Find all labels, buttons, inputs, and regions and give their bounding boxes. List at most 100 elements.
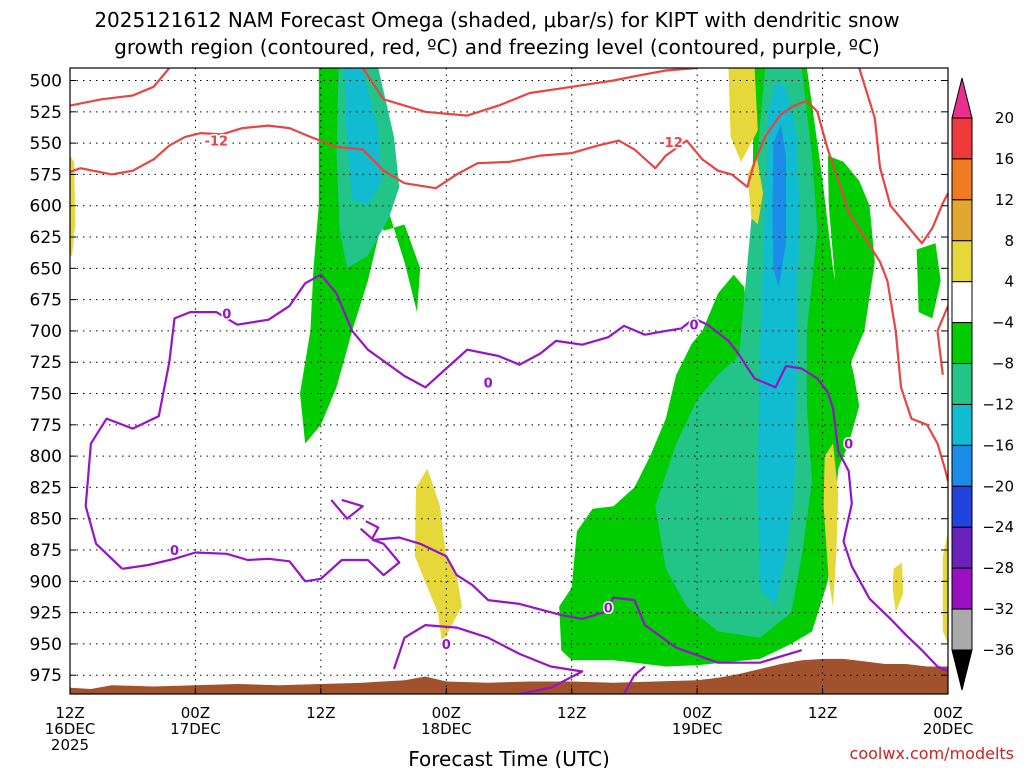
omega-region-4-13 [823, 443, 839, 607]
isotherm-minus12-line-3 [858, 68, 948, 245]
isotherm-minus12-line-1 [70, 99, 948, 482]
colorbar-label-1: 16 [995, 150, 1014, 168]
colorbar-top-triangle [951, 77, 973, 119]
x-tick-label-12-0: 00Z [181, 704, 210, 722]
colorbar-bottom-triangle [951, 649, 973, 691]
omega-region-m12-7 [757, 80, 800, 607]
chart-title-line1: 2025121612 NAM Forecast Omega (shaded, μ… [94, 8, 899, 32]
terrain [70, 658, 948, 694]
colorbar-band-5 [951, 322, 973, 365]
y-tick-label-900: 900 [30, 572, 62, 592]
x-tick-label-48-0: 12Z [557, 704, 586, 722]
x-axis-label: Forecast Time (UTC) [408, 747, 610, 768]
colorbar-label-6: −8 [992, 355, 1014, 373]
x-tick-label-36-1: 18DEC [421, 720, 472, 738]
colorbar-label-9: −20 [982, 477, 1014, 495]
colorbar-label-5: −4 [992, 314, 1014, 332]
plot-frame [69, 67, 949, 695]
colorbar-label-13: −36 [982, 641, 1014, 659]
colorbar-label-4: 4 [1004, 273, 1014, 291]
isotherm-zero-line-5 [623, 665, 646, 694]
colorbar-label-10: −24 [982, 518, 1014, 536]
omega-region-4-12 [414, 468, 462, 644]
y-tick-label-875: 875 [30, 541, 62, 561]
y-tick-label-675: 675 [30, 291, 62, 311]
omega-region-m12-6 [343, 68, 382, 206]
colorbar-band-6 [951, 363, 973, 405]
isotherm-zero-label-3: 0 [442, 638, 451, 653]
colorbar-band-11 [951, 567, 973, 610]
x-tick-label-0-1: 16DEC [45, 720, 96, 738]
isotherm-minus12-line-0 [70, 68, 171, 107]
colorbar-band-0 [951, 117, 973, 160]
x-tick-label-84-1: 20DEC [923, 720, 974, 738]
colorbar-label-0: 20 [995, 109, 1014, 127]
y-tick-label-550: 550 [30, 134, 62, 154]
colorbar-band-3 [951, 240, 973, 283]
y-tick-label-775: 775 [30, 416, 62, 436]
isotherm-minus12-label-0: -12 [205, 135, 229, 150]
isotherm-zero-line-3 [359, 520, 380, 540]
x-tick-label-0-0: 12Z [55, 704, 84, 722]
isotherm-zero-label-5: 0 [689, 319, 698, 334]
omega-region-4-15 [942, 531, 948, 644]
colorbar-band-10 [951, 526, 973, 569]
y-tick-label-800: 800 [30, 447, 62, 467]
omega-region-m4-3 [916, 243, 941, 319]
plot-area: -12 -12 0 0 0 0 0 0 0 [70, 68, 948, 694]
colorbar-label-12: −32 [982, 600, 1014, 618]
x-tick-label-24-0: 12Z [306, 704, 335, 722]
y-tick-label-950: 950 [30, 635, 62, 655]
colorbar-band-12 [951, 608, 973, 651]
y-tick-label-700: 700 [30, 322, 62, 342]
isotherm-zero-label-1: 0 [484, 376, 493, 391]
y-tick-label-650: 650 [30, 259, 62, 279]
y-tick-label-500: 500 [30, 72, 62, 92]
x-tick-label-0-2: 2025 [51, 736, 89, 754]
colorbar-label-3: 8 [1004, 232, 1014, 250]
colorbar-label-7: −12 [982, 395, 1014, 413]
y-tick-label-850: 850 [30, 510, 62, 530]
y-tick-label-575: 575 [30, 165, 62, 185]
isotherm-zero-label-6: 0 [844, 438, 853, 453]
colorbar-band-4 [951, 281, 973, 324]
isotherm-minus12-label-1: -12 [659, 136, 683, 151]
x-tick-label-84-0: 00Z [933, 704, 962, 722]
isotherm-zero-line-0 [84, 273, 948, 673]
x-tick-label-12-1: 17DEC [170, 720, 221, 738]
omega-region-m4-2 [827, 155, 875, 375]
colorbar: 20 16 12 8 4 −4 −8 −12 −16 −20 −24 −28 −32 −36 [951, 77, 1014, 691]
y-tick-label-525: 525 [30, 103, 62, 123]
x-tick-label-60-0: 00Z [682, 704, 711, 722]
credit-text: coolwx.com/modelts [850, 744, 1014, 763]
colorbar-label-8: −16 [982, 436, 1014, 454]
colorbar-band-8 [951, 444, 973, 487]
colorbar-band-7 [951, 403, 973, 446]
omega-region-4-9 [728, 68, 758, 162]
isotherm-zero-line-4 [392, 623, 584, 694]
colorbar-band-2 [951, 199, 973, 242]
isotherm-minus12-line-2 [361, 68, 698, 117]
colorbar-label-2: 12 [995, 191, 1014, 209]
isotherm-minus12-line-4 [936, 305, 948, 375]
isotherm-zero-label-4: 0 [604, 602, 613, 617]
x-tick-label-36-0: 00Z [432, 704, 461, 722]
x-tick-label-60-1: 19DEC [672, 720, 723, 738]
y-tick-label-750: 750 [30, 385, 62, 405]
y-tick-label-825: 825 [30, 478, 62, 498]
y-tick-label-975: 975 [30, 666, 62, 686]
y-tick-label-625: 625 [30, 228, 62, 248]
y-tick-label-725: 725 [30, 353, 62, 373]
isotherm-zero-line-2 [330, 498, 364, 520]
colorbar-band-1 [951, 158, 973, 201]
y-tick-label-925: 925 [30, 604, 62, 624]
isotherm-zero-label-0: 0 [222, 307, 231, 322]
colorbar-label-11: −28 [982, 559, 1014, 577]
omega-region-4-14 [892, 562, 904, 613]
chart-title-line2: growth region (contoured, red, ºC) and f… [114, 35, 880, 59]
x-tick-label-72-0: 12Z [808, 704, 837, 722]
isotherm-zero-label-2: 0 [170, 544, 179, 559]
y-tick-label-600: 600 [30, 197, 62, 217]
colorbar-band-9 [951, 485, 973, 528]
